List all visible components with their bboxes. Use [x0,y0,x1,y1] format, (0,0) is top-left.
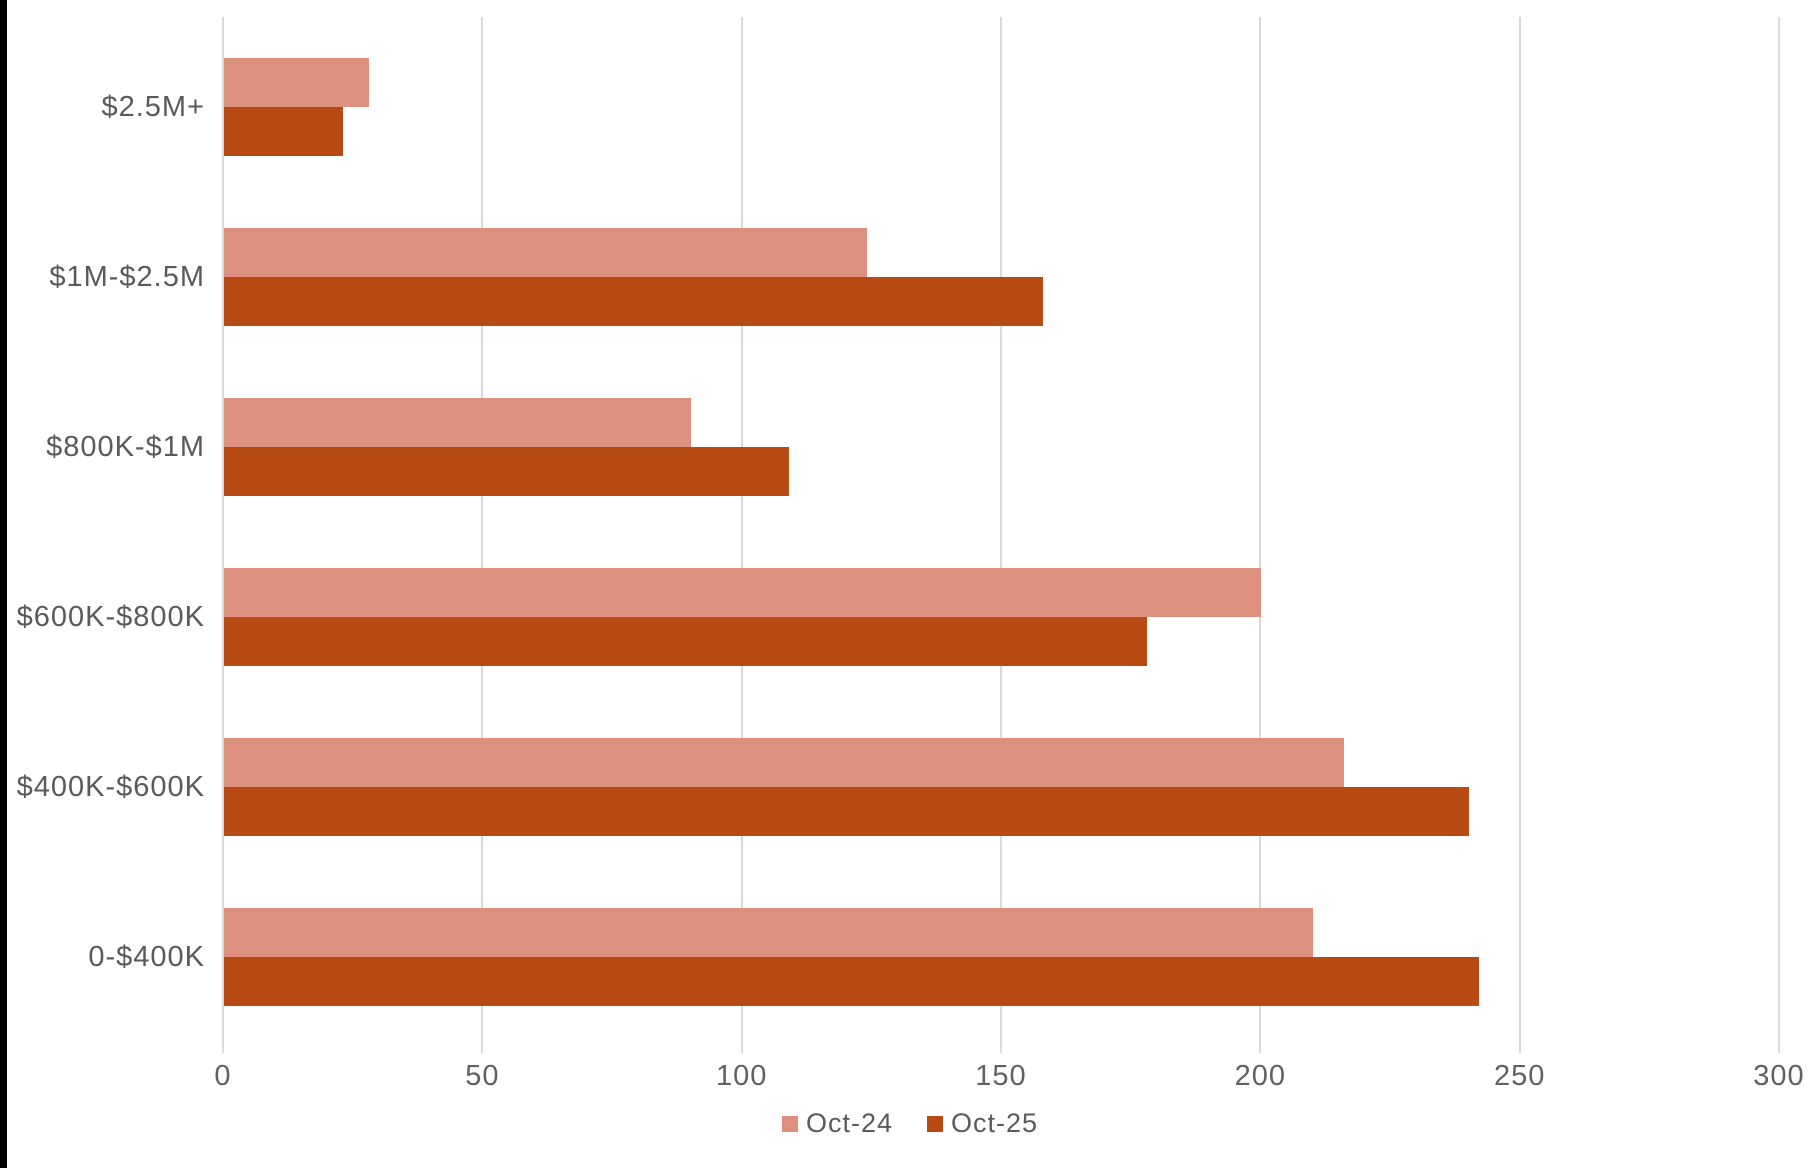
category-label: $1M-$2.5M [49,261,205,293]
bar-oct-24 [224,908,1314,957]
x-gridline [222,17,224,1053]
x-tick-label: 50 [465,1060,500,1092]
category-label: 0-$400K [88,941,205,973]
bar-oct-25 [224,617,1148,666]
x-tick-label: 0 [214,1060,232,1092]
bar-oct-25 [224,447,790,496]
x-gridline [481,17,484,1053]
category-label: $800K-$1M [46,431,205,463]
x-gridline [1518,17,1521,1053]
x-tick-label: 100 [715,1060,768,1092]
legend: Oct-24 Oct-25 [0,1108,1820,1139]
bar-oct-24 [224,568,1262,617]
x-tick-label: 300 [1753,1060,1805,1092]
bar-oct-24 [224,738,1345,787]
x-tick-label: 150 [975,1060,1027,1092]
bar-oct-25 [224,107,344,156]
x-gridline [1778,17,1780,1053]
legend-label: Oct-24 [805,1108,893,1138]
legend-item-oct-25: Oct-25 [927,1108,1038,1139]
bar-oct-24 [224,398,691,447]
bar-oct-25 [224,957,1480,1006]
x-gridline [1259,17,1262,1053]
category-label: $400K-$600K [16,771,205,803]
bar-oct-25 [224,787,1469,836]
x-gridline [1000,17,1002,1053]
bar-oct-25 [224,277,1044,326]
bar-oct-24 [224,228,868,277]
legend-item-oct-24: Oct-24 [781,1108,893,1139]
x-gridline [740,17,743,1053]
legend-label: Oct-25 [951,1108,1039,1138]
legend-swatch-icon [927,1115,943,1132]
bar-oct-24 [224,58,370,107]
screen-edge-strip [0,0,7,1168]
x-tick-label: 250 [1493,1060,1546,1092]
category-label: $2.5M+ [101,91,205,123]
category-label: $600K-$800K [16,601,205,633]
legend-swatch-icon [781,1115,798,1132]
x-tick-label: 200 [1234,1060,1287,1092]
